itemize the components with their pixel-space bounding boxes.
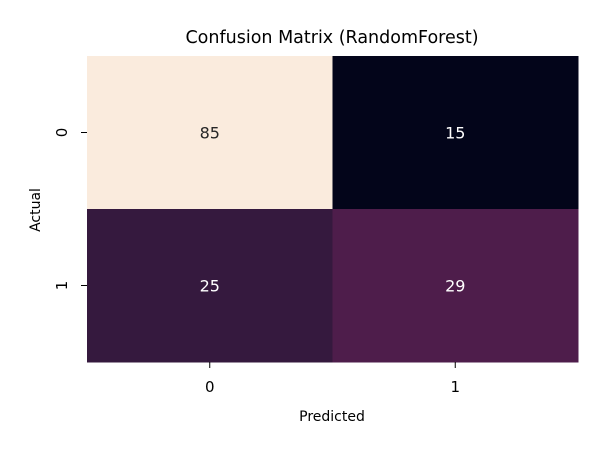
y-tick-label-0: 0 <box>53 128 71 138</box>
cell-value-1-1: 29 <box>445 277 465 296</box>
y-tick-label-1: 1 <box>53 281 71 291</box>
x-tick-label-0: 0 <box>205 378 215 396</box>
cell-annotations: 85 15 25 29 <box>200 124 466 296</box>
heatmap-cell-0-0 <box>87 56 333 210</box>
heatmap-cells <box>87 56 579 363</box>
x-axis-label: Predicted <box>299 409 365 425</box>
cell-value-1-0: 25 <box>200 277 220 296</box>
heatmap-cell-1-0 <box>87 209 333 363</box>
heatmap-cell-1-1 <box>332 209 579 363</box>
y-axis: 01 <box>53 128 87 291</box>
x-tick-label-1: 1 <box>450 378 460 396</box>
cell-value-0-0: 85 <box>200 124 220 143</box>
heatmap-cell-0-1 <box>332 56 579 210</box>
y-axis-label: Actual <box>28 188 44 232</box>
cell-value-0-1: 15 <box>445 124 465 143</box>
chart-title: Confusion Matrix (RandomForest) <box>185 28 478 48</box>
